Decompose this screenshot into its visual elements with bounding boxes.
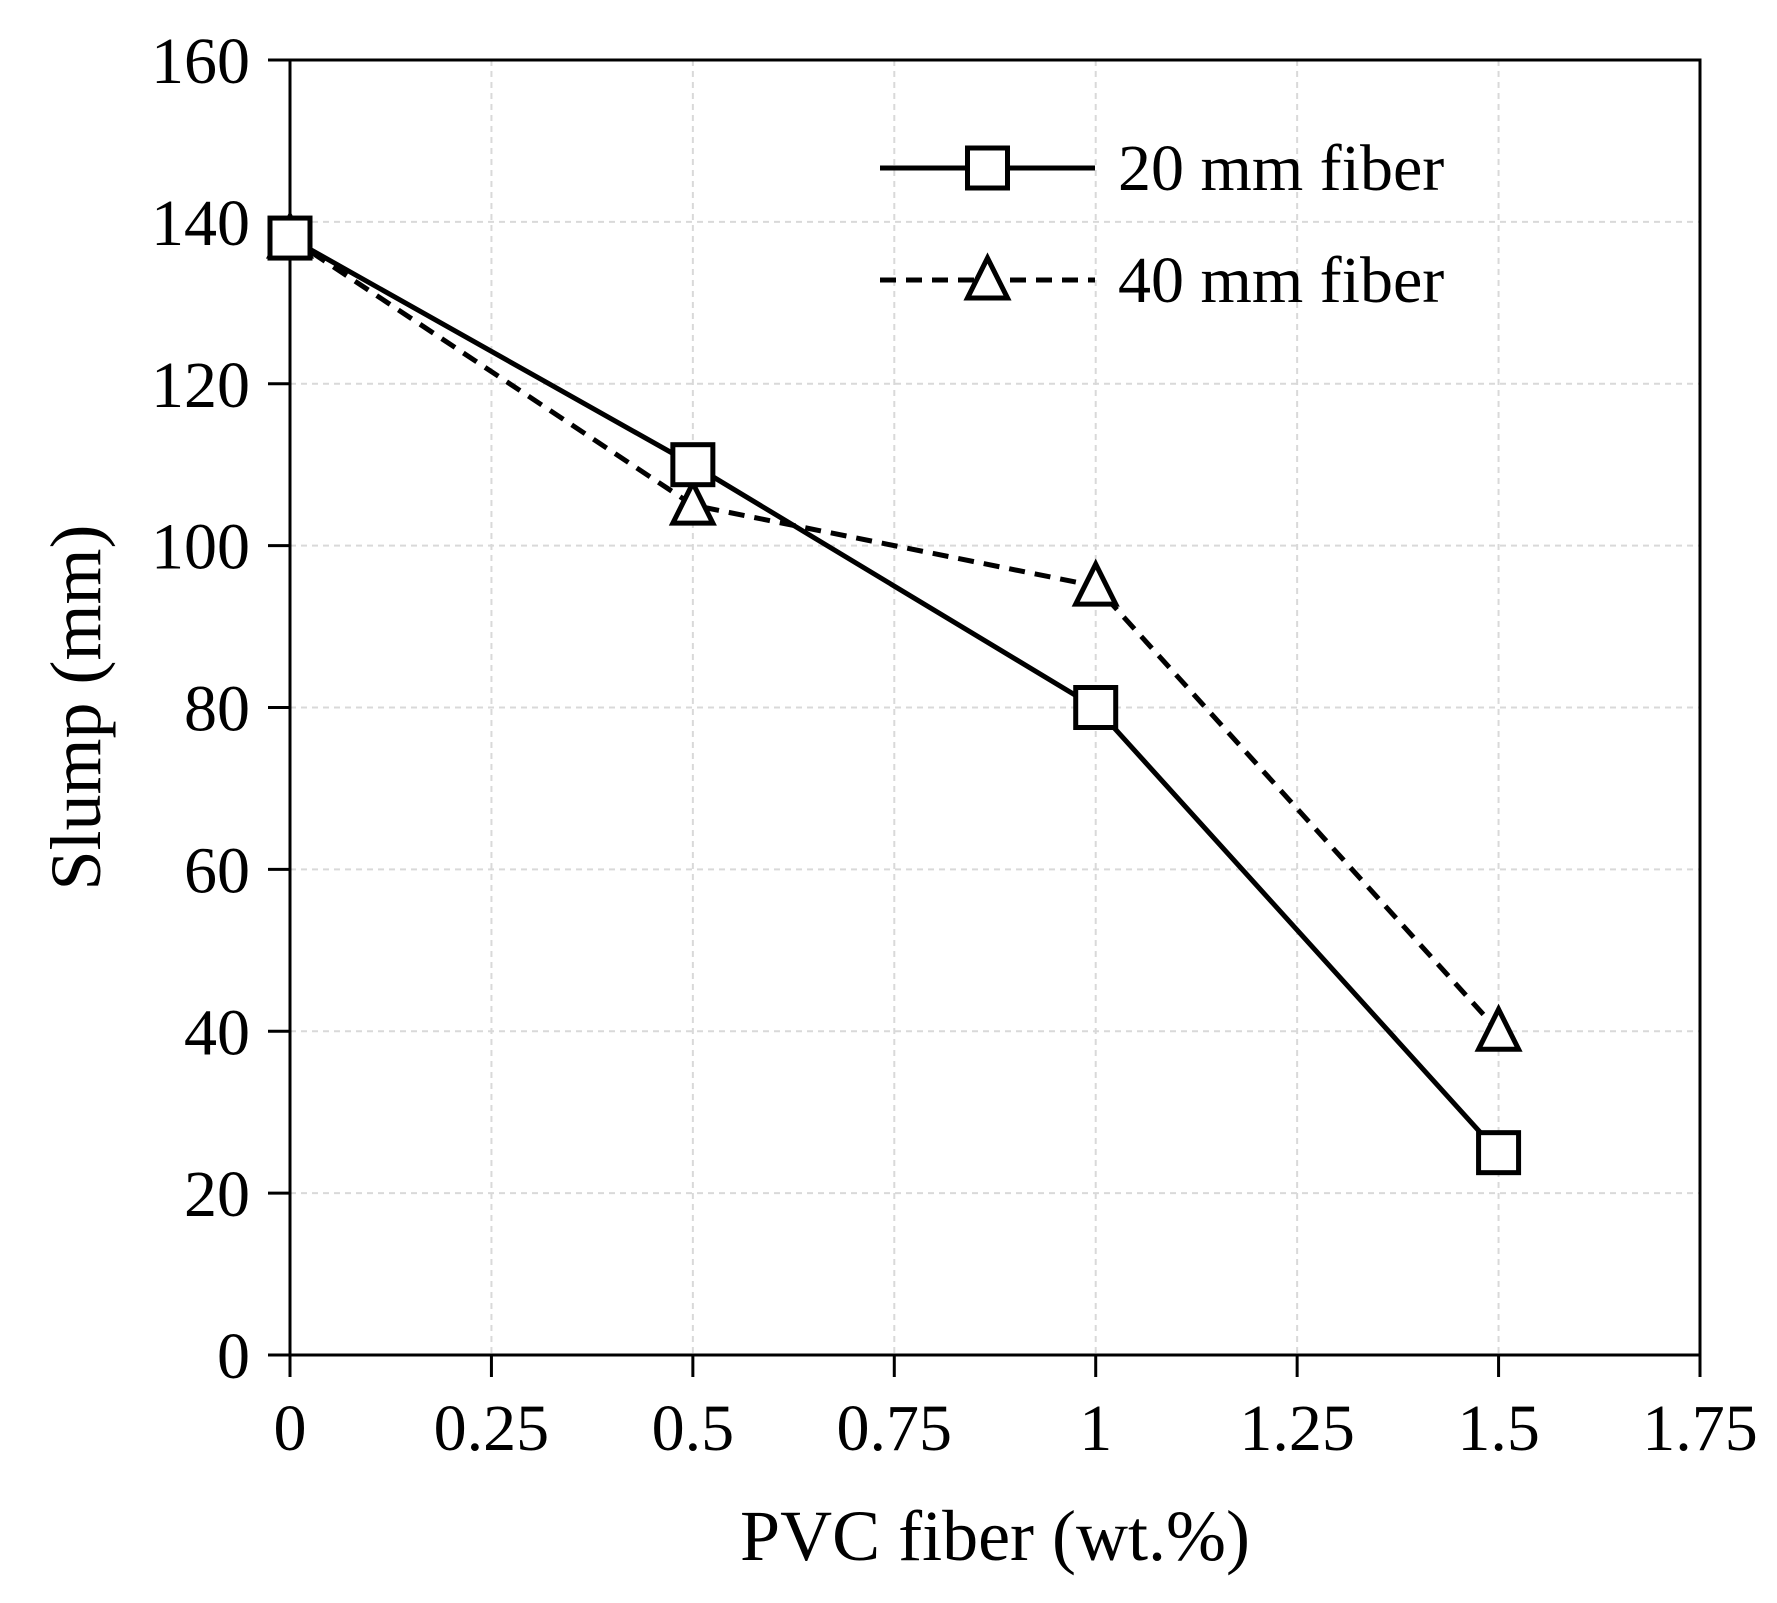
square-marker (670, 442, 716, 488)
y-tick-label: 160 (151, 25, 250, 98)
y-axis-title: Slump (mm) (36, 524, 116, 890)
x-tick-label: 1.5 (1457, 1392, 1540, 1465)
y-tick-label: 0 (217, 1320, 250, 1393)
x-tick-label: 0.5 (652, 1392, 735, 1465)
legend-triangle-marker (963, 252, 1012, 301)
x-axis-title: PVC fiber (wt.%) (740, 1496, 1250, 1576)
square-marker (1476, 1130, 1522, 1176)
grid-lines (290, 60, 1700, 1355)
y-tick-label: 120 (151, 349, 250, 422)
x-tick-label: 0 (274, 1392, 307, 1465)
series-20-mm-fiber (267, 215, 1522, 1176)
legend: 20 mm fiber 40 mm fiber (880, 132, 1444, 317)
series-line (288, 235, 1501, 1033)
series-line (288, 235, 1501, 1155)
axis-ticks: 0 20 40 60 80 100 120 140 160 0 0.25 0.5 0.75 1 1.25 1.… (151, 25, 1758, 1465)
x-tick-label: 1.75 (1642, 1392, 1758, 1465)
y-tick-label: 100 (151, 511, 250, 584)
legend-label: 40 mm fiber (1118, 244, 1444, 317)
y-tick-label: 80 (184, 673, 250, 746)
square-marker (1073, 685, 1119, 730)
y-tick-label: 40 (184, 996, 250, 1069)
y-tick-label: 60 (184, 834, 250, 907)
triangle-marker (1071, 558, 1120, 607)
legend-square-marker (965, 145, 1010, 191)
legend-label: 20 mm fiber (1118, 132, 1444, 205)
series-layer (265, 210, 1523, 1176)
y-tick-label: 20 (184, 1158, 250, 1231)
y-tick-label: 140 (151, 187, 250, 260)
x-tick-label: 0.75 (837, 1392, 953, 1465)
x-tick-label: 1 (1079, 1392, 1112, 1465)
triangle-marker (668, 477, 717, 526)
x-tick-label: 1.25 (1239, 1392, 1355, 1465)
square-marker (267, 215, 313, 261)
triangle-marker (1474, 1003, 1523, 1052)
x-tick-label: 0.25 (434, 1392, 550, 1465)
